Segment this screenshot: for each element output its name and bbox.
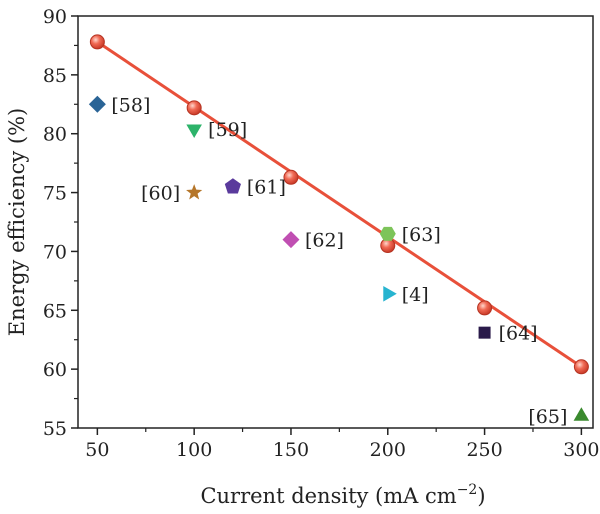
ref-marker-triangle-up — [573, 407, 590, 421]
ref-label: [65] — [528, 406, 567, 428]
ref-label: [63] — [402, 224, 441, 246]
x-axis: 50 100 150 200 250 300 — [85, 428, 600, 461]
ref-label: [62] — [305, 230, 344, 252]
y-tick-label-60: 60 — [43, 359, 67, 381]
y-tick-label-75: 75 — [43, 183, 67, 205]
y-axis: 55 60 65 70 75 80 85 90 — [43, 6, 78, 440]
ref-label: [61] — [247, 177, 286, 199]
x-tick-label-200: 200 — [370, 439, 406, 461]
fit-point — [186, 100, 202, 116]
ref-marker-diamond — [282, 231, 300, 249]
ref-marker-diamond — [88, 95, 106, 113]
y-tick-label-65: 65 — [43, 300, 67, 322]
ref-label: [4] — [402, 284, 429, 306]
ref-marker-square — [478, 326, 491, 339]
x-tick-label-50: 50 — [85, 439, 109, 461]
reference-series: [58] [59] [60] [61] [62] [63] [4] [64] [65] — [88, 94, 590, 428]
x-tick-label-300: 300 — [563, 439, 599, 461]
ref-marker-triangle-down — [186, 124, 202, 139]
x-axis-title: Current density (mA cm−2) — [200, 482, 485, 508]
ref-marker-hexagon — [379, 226, 396, 241]
x-tick-label-250: 250 — [466, 439, 502, 461]
y-tick-label-80: 80 — [43, 124, 67, 146]
y-axis-title: Energy efficiency (%) — [5, 108, 29, 336]
x-tick-label-150: 150 — [273, 439, 309, 461]
fit-point — [283, 169, 299, 185]
fit-line — [96, 40, 583, 369]
x-axis-title-sup: −2 — [457, 482, 478, 498]
y-tick-label-85: 85 — [43, 65, 67, 87]
ref-label: [58] — [111, 94, 150, 116]
ref-label: [59] — [208, 119, 247, 141]
y-tick-label-70: 70 — [43, 241, 67, 263]
ref-label: [64] — [499, 323, 538, 345]
ref-marker-star — [186, 184, 203, 200]
ref-marker-triangle-right — [383, 286, 397, 302]
y-tick-label-90: 90 — [43, 6, 67, 28]
ref-label: [60] — [141, 183, 180, 205]
ref-marker-pentagon — [224, 178, 241, 194]
fit-point — [477, 300, 493, 316]
x-tick-label-100: 100 — [176, 439, 212, 461]
fit-point — [89, 34, 105, 50]
fit-point — [573, 359, 589, 375]
axes-frame — [77, 15, 594, 429]
y-tick-label-55: 55 — [43, 418, 67, 440]
x-axis-title-suffix: ) — [477, 484, 485, 508]
x-axis-title-text: Current density (mA cm — [200, 484, 456, 508]
fit-series — [89, 34, 589, 375]
